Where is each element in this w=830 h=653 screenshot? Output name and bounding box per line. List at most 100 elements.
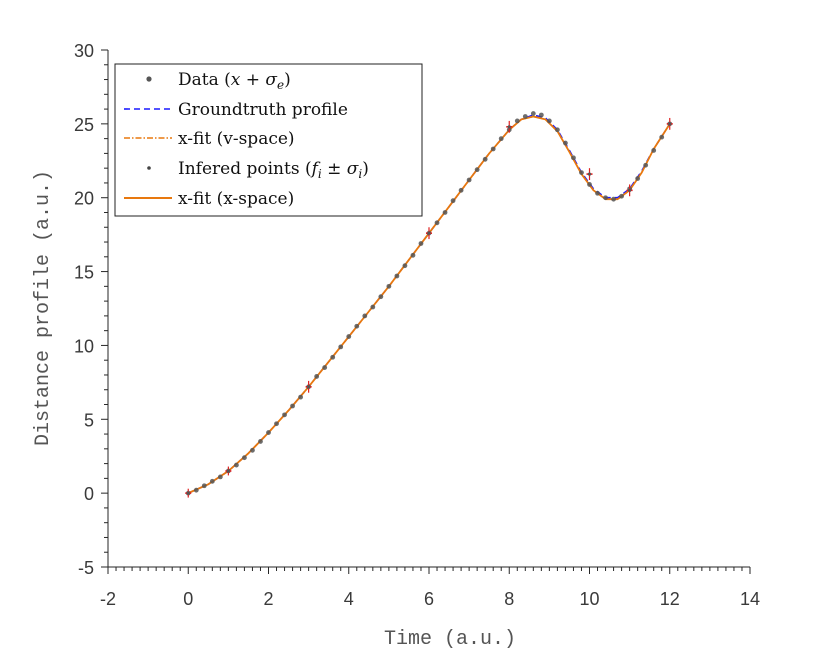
data-point	[514, 118, 520, 124]
legend-label-xfit: x-fit (x-space)	[178, 189, 294, 209]
legend: Data (x + σe) Groundtruth profile x-fit …	[114, 63, 423, 217]
data-point	[530, 111, 536, 116]
y-tick-label: -5	[78, 558, 94, 578]
x-tick-label: 10	[579, 589, 599, 609]
data-points-layer	[185, 111, 673, 496]
data-point	[450, 198, 456, 204]
legend-entry-xfit: x-fit (x-space)	[124, 189, 294, 209]
data-point	[595, 190, 600, 196]
legend-marker-data	[146, 76, 152, 82]
data-point	[482, 156, 488, 162]
data-point	[555, 127, 560, 133]
data-point	[354, 323, 360, 329]
legend-label-data: Data (x + σe)	[178, 70, 291, 92]
legend-entry-data: Data (x + σe)	[146, 70, 291, 92]
data-point	[490, 146, 496, 152]
inferred-point	[226, 469, 230, 473]
inferred-point	[186, 491, 190, 495]
data-point	[322, 365, 328, 370]
x-axis-title: Time (a.u.)	[384, 628, 516, 651]
data-point	[209, 478, 215, 484]
data-point	[474, 167, 480, 173]
x-tick-label: 14	[740, 589, 760, 609]
legend-box	[114, 63, 423, 217]
data-point	[242, 455, 247, 461]
inferred-points-layer	[185, 117, 673, 498]
data-point	[193, 487, 199, 493]
inferred-point	[668, 122, 672, 126]
x-tick-label: -2	[100, 589, 116, 609]
legend-entry-inferred: Infered points (fi ± σi)	[147, 159, 369, 181]
x-tick-label: 6	[424, 589, 434, 609]
x-tick-labels: -2 0 2 4 6 8 10 12 14	[100, 589, 760, 609]
data-point	[250, 447, 255, 453]
y-tick-label: 20	[74, 189, 94, 209]
data-point	[643, 162, 649, 168]
data-point	[298, 394, 303, 400]
data-point	[651, 148, 657, 153]
data-point	[346, 334, 352, 339]
y-tick-label: 0	[84, 484, 94, 504]
data-point	[546, 118, 552, 124]
data-point	[635, 176, 641, 181]
data-point	[282, 412, 287, 418]
data-point	[217, 474, 223, 480]
data-point	[619, 193, 624, 199]
data-point	[418, 241, 424, 246]
data-point	[571, 155, 576, 161]
y-tick-label: 10	[74, 336, 94, 356]
data-point	[522, 114, 528, 119]
data-point	[611, 196, 616, 202]
data-point	[603, 195, 608, 201]
x-tick-label: 4	[344, 589, 354, 609]
data-point	[370, 304, 376, 310]
legend-entry-groundtruth: Groundtruth profile	[124, 100, 348, 120]
x-tick-label: 8	[504, 589, 514, 609]
data-point	[362, 313, 368, 319]
data-point	[402, 263, 408, 269]
data-point	[458, 187, 464, 193]
axis-ticks	[101, 49, 751, 574]
data-point	[274, 421, 279, 427]
legend-marker-inferred	[147, 166, 151, 170]
data-point	[434, 220, 440, 226]
data-point	[466, 177, 472, 183]
inferred-point	[307, 385, 311, 389]
data-point	[659, 134, 665, 140]
x-tick-label: 12	[660, 589, 680, 609]
data-point	[394, 273, 400, 279]
data-point	[538, 112, 544, 118]
data-point	[498, 136, 504, 142]
x-tick-label: 2	[263, 589, 273, 609]
y-tick-labels: -5 0 5 10 15 20 25 30	[74, 41, 94, 578]
y-tick-label: 25	[74, 115, 94, 135]
data-point	[338, 344, 344, 350]
y-tick-label: 30	[74, 41, 94, 61]
legend-label-inferred: Infered points (fi ± σi)	[178, 159, 369, 181]
data-point	[579, 170, 584, 176]
data-point	[330, 354, 336, 360]
inferred-point	[628, 188, 632, 192]
data-point	[563, 140, 568, 146]
data-point	[386, 283, 392, 289]
x-tick-label: 0	[183, 589, 193, 609]
legend-label-vfit: x-fit (v-space)	[178, 129, 295, 149]
y-tick-label: 5	[84, 410, 94, 430]
data-point	[258, 439, 263, 444]
data-point	[201, 483, 207, 489]
data-point	[442, 210, 448, 215]
data-point	[266, 430, 271, 435]
data-point	[234, 462, 239, 468]
y-axis-title: Distance profile (a.u.)	[32, 170, 55, 446]
legend-label-groundtruth: Groundtruth profile	[178, 100, 348, 120]
inferred-point	[587, 172, 592, 176]
data-point	[378, 294, 384, 300]
data-point	[410, 252, 416, 258]
data-point	[290, 403, 295, 409]
data-point	[314, 374, 320, 379]
y-tick-label: 15	[74, 263, 94, 283]
data-point	[587, 182, 592, 187]
legend-entry-vfit: x-fit (v-space)	[124, 129, 295, 149]
inferred-point	[427, 231, 431, 235]
